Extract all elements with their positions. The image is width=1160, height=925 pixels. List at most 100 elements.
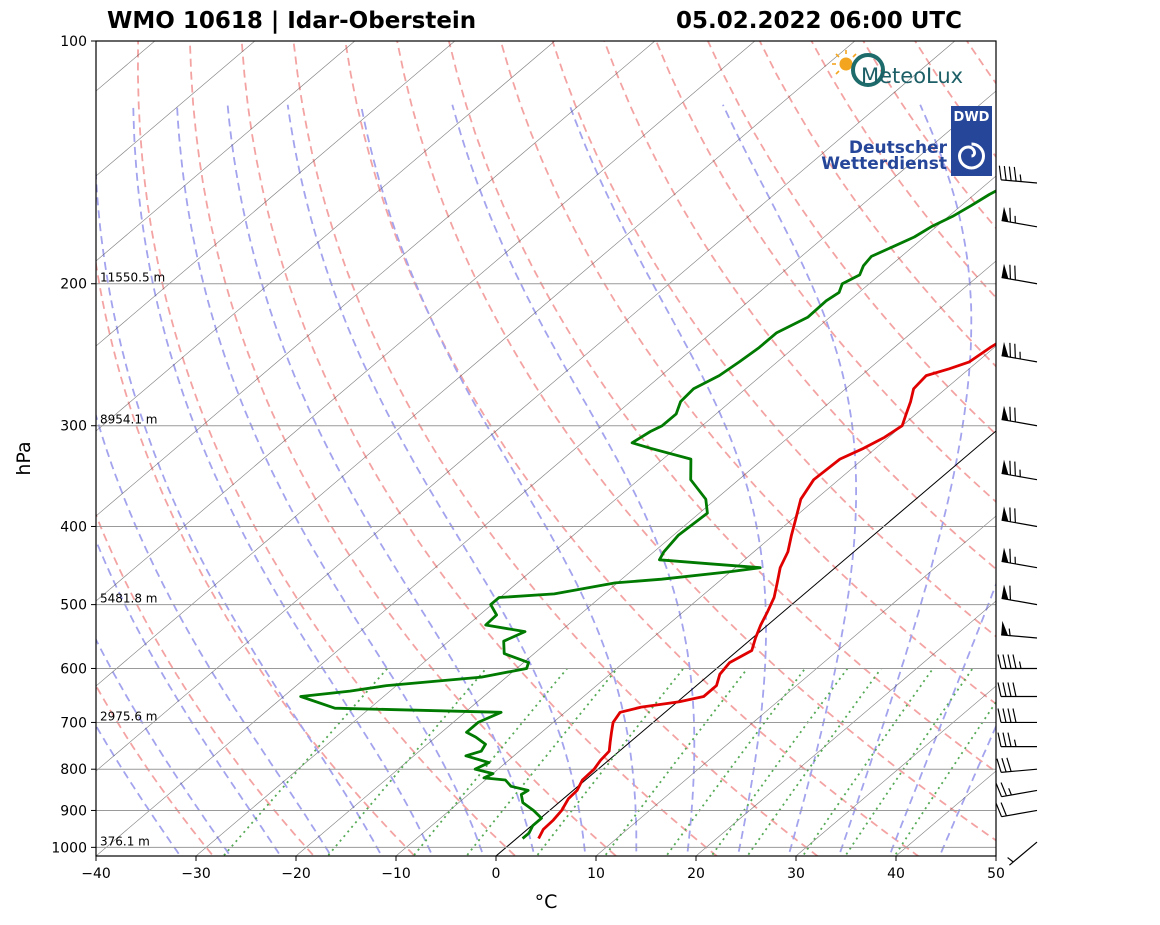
dry-adiabat-line bbox=[1122, 41, 1160, 864]
wind-barb-flag bbox=[1000, 782, 1008, 797]
dry-adiabat-line bbox=[136, 41, 517, 856]
dwd-wordmark-line1: Deutscher bbox=[849, 138, 948, 158]
wind-barb-flag bbox=[1001, 758, 1007, 773]
moist-adiabat-line bbox=[96, 637, 232, 856]
wind-barb-flag bbox=[997, 654, 1002, 669]
dry-adiabat-line bbox=[96, 258, 416, 856]
x-tick-label: 30 bbox=[787, 866, 805, 882]
x-tick-label: 40 bbox=[887, 866, 905, 882]
wind-barb bbox=[1001, 506, 1038, 528]
wind-barb-pennant bbox=[1001, 506, 1009, 522]
temperature-profile-line bbox=[537, 342, 996, 840]
wind-barb-pennant bbox=[1001, 405, 1009, 421]
y-tick-label: 200 bbox=[60, 277, 87, 293]
wind-barb bbox=[997, 732, 1037, 748]
x-tick-label: −10 bbox=[381, 866, 411, 882]
moist-adiabat-line bbox=[176, 104, 485, 856]
wind-barb-flag bbox=[1014, 343, 1016, 359]
dry-adiabat-line bbox=[1071, 41, 1160, 864]
y-tick-label: 1000 bbox=[51, 840, 87, 856]
dewpoint-profile-line bbox=[299, 189, 996, 840]
moist-adiabat-line bbox=[226, 104, 536, 856]
isotherm-line bbox=[295, 260, 996, 856]
wind-barb-half-flag bbox=[1019, 174, 1022, 182]
wind-barb-flag bbox=[996, 758, 1002, 773]
dry-adiabat-line bbox=[344, 41, 920, 856]
moist-adiabat-line bbox=[451, 104, 696, 856]
isotherm-line bbox=[695, 600, 996, 856]
wind-barb bbox=[1001, 263, 1038, 285]
wind-barb-flag bbox=[1007, 682, 1012, 697]
moist-adiabat-line bbox=[96, 158, 383, 856]
y-tick-label: 400 bbox=[60, 519, 87, 535]
wind-barb-pennant bbox=[1001, 620, 1009, 636]
height-label: 5481.8 m bbox=[100, 592, 158, 606]
mixing-ratio-line bbox=[746, 667, 882, 856]
moist-adiabat-line bbox=[722, 104, 857, 856]
dry-adiabat-line bbox=[396, 41, 996, 842]
wind-barb-staff bbox=[1001, 809, 1038, 818]
wind-barb-flag bbox=[1002, 654, 1007, 669]
wind-barb-flag bbox=[1009, 264, 1012, 280]
wind-barb-staff bbox=[1009, 841, 1038, 866]
wind-barb-flag bbox=[997, 682, 1002, 697]
mixing-ratio-line bbox=[893, 700, 996, 856]
wind-barb-staff bbox=[1001, 355, 1038, 363]
wind-barb-flag bbox=[1009, 207, 1012, 223]
wind-barb bbox=[1001, 620, 1038, 639]
isotherm-line bbox=[96, 41, 356, 262]
wind-barb-flag bbox=[1014, 407, 1016, 422]
dwd-badge-text: DWD bbox=[954, 110, 990, 125]
mixing-ratio-line bbox=[603, 667, 749, 856]
wind-barb-pennant bbox=[1001, 459, 1009, 475]
wind-barb bbox=[998, 165, 1038, 184]
moist-adiabat-line bbox=[286, 104, 587, 856]
wind-barb-flag bbox=[1009, 342, 1012, 358]
wind-barb-flag bbox=[997, 708, 1002, 723]
height-labels: 376.1 m 2975.6 m 5481.8 m 8954.1 m 11550.5 m bbox=[100, 271, 165, 849]
x-axis-label: °C bbox=[535, 891, 558, 913]
wind-barb-flag bbox=[1002, 708, 1007, 723]
wind-barb-flag bbox=[1014, 265, 1016, 280]
x-tick-label: −40 bbox=[81, 866, 111, 882]
wind-barb-pennant bbox=[1001, 206, 1009, 222]
moist-adiabat-line bbox=[360, 104, 638, 856]
dry-adiabat-line bbox=[96, 512, 316, 856]
dry-adiabat-line bbox=[655, 41, 996, 503]
wind-barb-flag bbox=[1002, 732, 1007, 747]
y-tick-label: 900 bbox=[60, 803, 87, 819]
wind-barb-pennant bbox=[1001, 263, 1009, 279]
wind-barb bbox=[1007, 841, 1038, 866]
wind-barb bbox=[1001, 547, 1038, 569]
y-tick-label: 800 bbox=[60, 762, 87, 778]
x-tick-label: 10 bbox=[587, 866, 605, 882]
dry-adiabat-line bbox=[551, 41, 996, 638]
isotherm-line bbox=[195, 175, 996, 856]
plot-frame bbox=[95, 40, 997, 857]
wind-barb-flag bbox=[1014, 461, 1016, 476]
wind-barb bbox=[996, 757, 1038, 773]
isotherm-line bbox=[795, 685, 996, 856]
wind-barb-pennant bbox=[1001, 584, 1009, 600]
mixing-ratio-line bbox=[412, 667, 568, 856]
wind-barb-flag bbox=[1009, 460, 1012, 476]
y-tick-label: 700 bbox=[60, 715, 87, 731]
wind-barb-half-flag bbox=[1008, 628, 1011, 636]
wind-barb-half-flag bbox=[1008, 788, 1012, 796]
wind-barb-half-flag bbox=[1007, 857, 1014, 863]
dry-adiabat-line bbox=[499, 41, 996, 706]
wind-barb-staff bbox=[1001, 179, 1038, 184]
isotherm-line bbox=[96, 41, 556, 432]
wind-barb-flag bbox=[1006, 757, 1012, 772]
wind-barb-half-flag bbox=[1013, 739, 1017, 747]
wind-barb-flag bbox=[1009, 585, 1012, 600]
wind-barb-flag bbox=[1014, 508, 1016, 523]
meteolux-logo: MeteoLux bbox=[832, 50, 963, 88]
y-tick-label: 600 bbox=[60, 661, 87, 677]
x-tick-label: 20 bbox=[687, 866, 705, 882]
chart-title-station: WMO 10618 | Idar-Oberstein bbox=[107, 8, 477, 34]
wind-barb bbox=[1001, 459, 1038, 481]
wind-barb-flag bbox=[1003, 166, 1007, 181]
isotherm-line bbox=[395, 345, 996, 856]
wind-barb-flag bbox=[1007, 708, 1012, 723]
